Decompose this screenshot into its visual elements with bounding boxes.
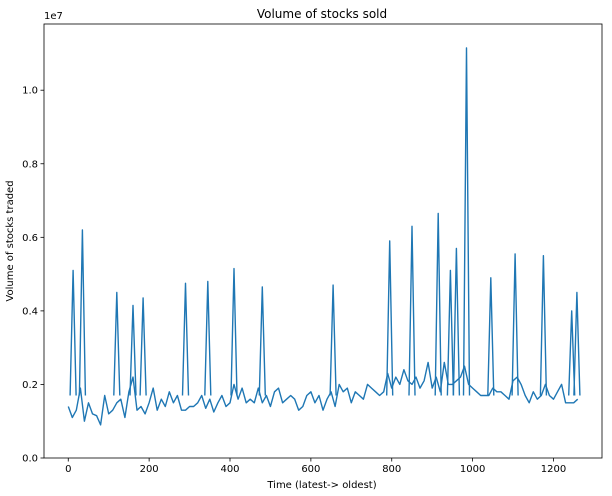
y-tick-label: 0.2 [22, 380, 38, 391]
y-offset-text: 1e7 [44, 11, 63, 22]
volume-spike-13 [446, 269, 455, 396]
volume-spike-1 [78, 229, 87, 396]
volume-spike-19 [568, 310, 576, 396]
plot-area [67, 361, 579, 426]
volume-spike-8 [258, 286, 266, 396]
x-tick-label: 400 [220, 464, 239, 475]
volume-spike-12 [434, 212, 442, 396]
volume-spike-7 [230, 267, 238, 396]
chart-title: Volume of stocks sold [257, 7, 387, 21]
volume-spike-17 [511, 253, 519, 396]
x-axis-label: Time (latest-> oldest) [266, 480, 376, 491]
volume-spike-14 [452, 247, 461, 396]
y-tick-label: 0.8 [22, 159, 38, 170]
y-tick-label: 0.0 [22, 454, 38, 465]
volume-spike-18 [539, 255, 548, 396]
volume-spike-15 [462, 47, 471, 396]
volume-spike-20 [573, 291, 581, 396]
volume-spikes [69, 47, 581, 396]
y-tick-label: 1.0 [22, 86, 38, 97]
volume-series-line [67, 361, 579, 426]
x-tick-label: 600 [301, 464, 320, 475]
volume-spike-10 [386, 240, 394, 396]
x-tick-label: 200 [140, 464, 159, 475]
volume-spike-16 [487, 277, 495, 396]
volume-spike-11 [408, 225, 416, 396]
y-axis-label: Volume of stocks traded [5, 180, 16, 301]
x-tick-label: 1200 [541, 464, 566, 475]
volume-spike-3 [129, 304, 137, 396]
y-tick-label: 0.4 [22, 306, 38, 317]
x-tick-label: 800 [382, 464, 401, 475]
volume-spike-0 [69, 269, 77, 396]
volume-spike-2 [113, 291, 121, 396]
volume-spike-9 [329, 284, 337, 396]
y-axis-ticks: 0.0 0.2 0.4 0.6 0.8 1.0 [22, 86, 44, 465]
y-tick-label: 0.6 [22, 233, 38, 244]
plot-frame [43, 23, 603, 459]
volume-spike-4 [139, 297, 147, 396]
x-axis-ticks: 0 200 400 600 800 1000 1200 [65, 458, 566, 475]
volume-spike-6 [204, 280, 212, 396]
x-tick-label: 1000 [460, 464, 485, 475]
volume-spike-5 [181, 282, 190, 396]
x-tick-label: 0 [65, 464, 71, 475]
